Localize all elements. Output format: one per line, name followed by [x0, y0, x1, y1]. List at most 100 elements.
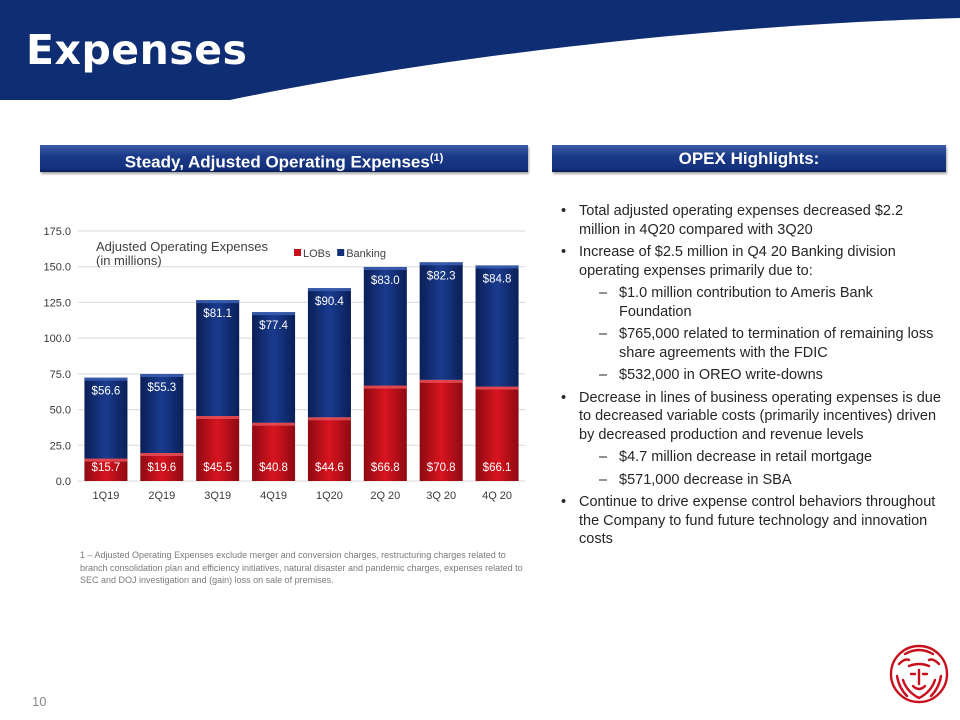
bar-cap: [307, 288, 351, 292]
sub-bullet-item: – $765,000 related to termination of rema…: [561, 325, 946, 362]
bar-banking: [252, 312, 296, 423]
bullet-marker: •: [561, 389, 567, 406]
bar-cap: [140, 374, 184, 377]
bullet-item: • Increase of $2.5 million in Q4 20 Banki…: [561, 243, 946, 280]
x-tick-label: 3Q19: [204, 490, 231, 502]
bar-cap: [307, 417, 351, 421]
chart-inner-title: (in millions): [96, 253, 162, 268]
bar-banking: [196, 300, 240, 416]
bar-cap: [84, 377, 128, 381]
bullet-text: $1.0 million contribution to Ameris Bank…: [619, 285, 873, 320]
footnote-ref: (1): [429, 152, 444, 164]
page-number: 10: [32, 694, 47, 709]
legend-swatch-lobs: [294, 249, 301, 256]
bar-lobs: [84, 458, 128, 481]
data-label: $40.8: [259, 462, 288, 474]
y-tick-label: 25.0: [50, 440, 71, 452]
data-label: $56.6: [92, 386, 121, 398]
bar-lobs: [363, 385, 407, 481]
x-tick-label: 4Q19: [260, 490, 287, 502]
bar-cap: [475, 265, 519, 269]
highlights-list: • Total adjusted operating expenses decre…: [561, 202, 946, 553]
page-title: Expenses: [26, 26, 248, 74]
bullet-item: • Continue to drive expense control behav…: [561, 493, 946, 549]
y-tick-label: 175.0: [43, 226, 71, 238]
bar-cap: [196, 416, 240, 419]
highlights-section-heading: OPEX Highlights:: [552, 145, 946, 172]
dash-marker: –: [599, 326, 608, 342]
sub-bullet-item: – $571,000 decrease in SBA: [561, 471, 946, 490]
y-tick-label: 0.0: [56, 476, 71, 488]
bullet-marker: •: [561, 494, 567, 510]
bar-cap: [84, 458, 128, 462]
lion-head-logo-icon: [887, 640, 951, 712]
data-label: $66.1: [483, 462, 512, 474]
dash-marker: –: [599, 449, 608, 465]
bar-banking: [84, 377, 128, 459]
bullet-text: $4.7 million decrease in retail mortgage: [619, 449, 873, 465]
bar-cap: [196, 300, 240, 304]
data-label: $82.3: [427, 270, 456, 282]
data-label: $55.3: [147, 382, 176, 394]
data-label: $66.8: [371, 462, 400, 474]
bar-cap: [363, 385, 407, 389]
bar-cap: [419, 262, 463, 266]
x-tick-label: 2Q 20: [370, 490, 400, 502]
x-tick-label: 3Q 20: [426, 490, 456, 502]
bar-lobs: [419, 379, 463, 481]
bar-lobs: [140, 453, 184, 481]
dash-marker: –: [599, 285, 608, 301]
bullet-item: • Total adjusted operating expenses decre…: [561, 202, 946, 239]
bar-lobs: [196, 416, 240, 481]
data-label: $81.1: [203, 308, 232, 320]
data-label: $77.4: [259, 320, 288, 332]
data-label: $19.6: [147, 462, 176, 474]
bar-lobs: [307, 417, 351, 481]
bar-banking: [307, 288, 351, 418]
highlights-section-heading-text: OPEX Highlights:: [678, 149, 820, 168]
x-tick-label: 4Q 20: [482, 490, 512, 502]
bar-banking: [140, 374, 184, 453]
data-label: $44.6: [315, 462, 344, 474]
dash-marker: –: [599, 367, 608, 383]
bullet-text: $765,000 related to termination of remai…: [619, 326, 934, 361]
bar-banking: [363, 267, 407, 386]
bar-cap: [363, 267, 407, 270]
chart-section-heading: Steady, Adjusted Operating Expenses(1): [40, 145, 528, 172]
bar-banking: [475, 265, 519, 387]
bullet-marker: •: [561, 203, 567, 219]
chart-inner-title: Adjusted Operating Expenses: [96, 239, 268, 254]
bullet-item: • Decrease in lines of business operating…: [561, 389, 946, 445]
header-band: [0, 0, 960, 100]
chart-section-heading-text: Steady, Adjusted Operating Expenses: [124, 152, 430, 172]
bullet-text: Total adjusted operating expenses decrea…: [579, 203, 904, 238]
x-tick-label: 1Q20: [316, 490, 343, 502]
sub-bullet-item: – $532,000 in OREO write-downs: [561, 366, 946, 385]
bullet-marker: •: [561, 244, 567, 260]
data-label: $15.7: [92, 462, 121, 474]
bullet-text: Decrease in lines of business operating …: [579, 389, 941, 443]
bullet-text: $532,000 in OREO write-downs: [619, 367, 823, 383]
bar-cap: [252, 312, 296, 316]
legend-label-lobs: LOBs: [303, 248, 331, 260]
data-label: $45.5: [203, 462, 232, 474]
data-label: $84.8: [483, 273, 512, 285]
y-tick-label: 125.0: [43, 297, 71, 309]
data-label: $70.8: [427, 462, 456, 474]
dash-marker: –: [599, 471, 608, 488]
bar-lobs: [252, 422, 296, 481]
legend-swatch-banking: [337, 249, 345, 256]
data-label: $83.0: [371, 275, 400, 287]
bar-cap: [419, 379, 463, 383]
bar-cap: [252, 422, 296, 426]
bullet-text: $571,000 decrease in SBA: [619, 471, 792, 488]
bar-cap: [475, 386, 519, 390]
chart-footnote: 1 – Adjusted Operating Expenses exclude …: [80, 550, 523, 585]
legend-label-banking: Banking: [346, 248, 386, 260]
bullet-text: Continue to drive expense control behavi…: [579, 494, 936, 547]
bar-banking: [419, 262, 463, 380]
sub-bullet-item: – $1.0 million contribution to Ameris Ban…: [561, 284, 946, 321]
y-tick-label: 150.0: [43, 262, 71, 274]
